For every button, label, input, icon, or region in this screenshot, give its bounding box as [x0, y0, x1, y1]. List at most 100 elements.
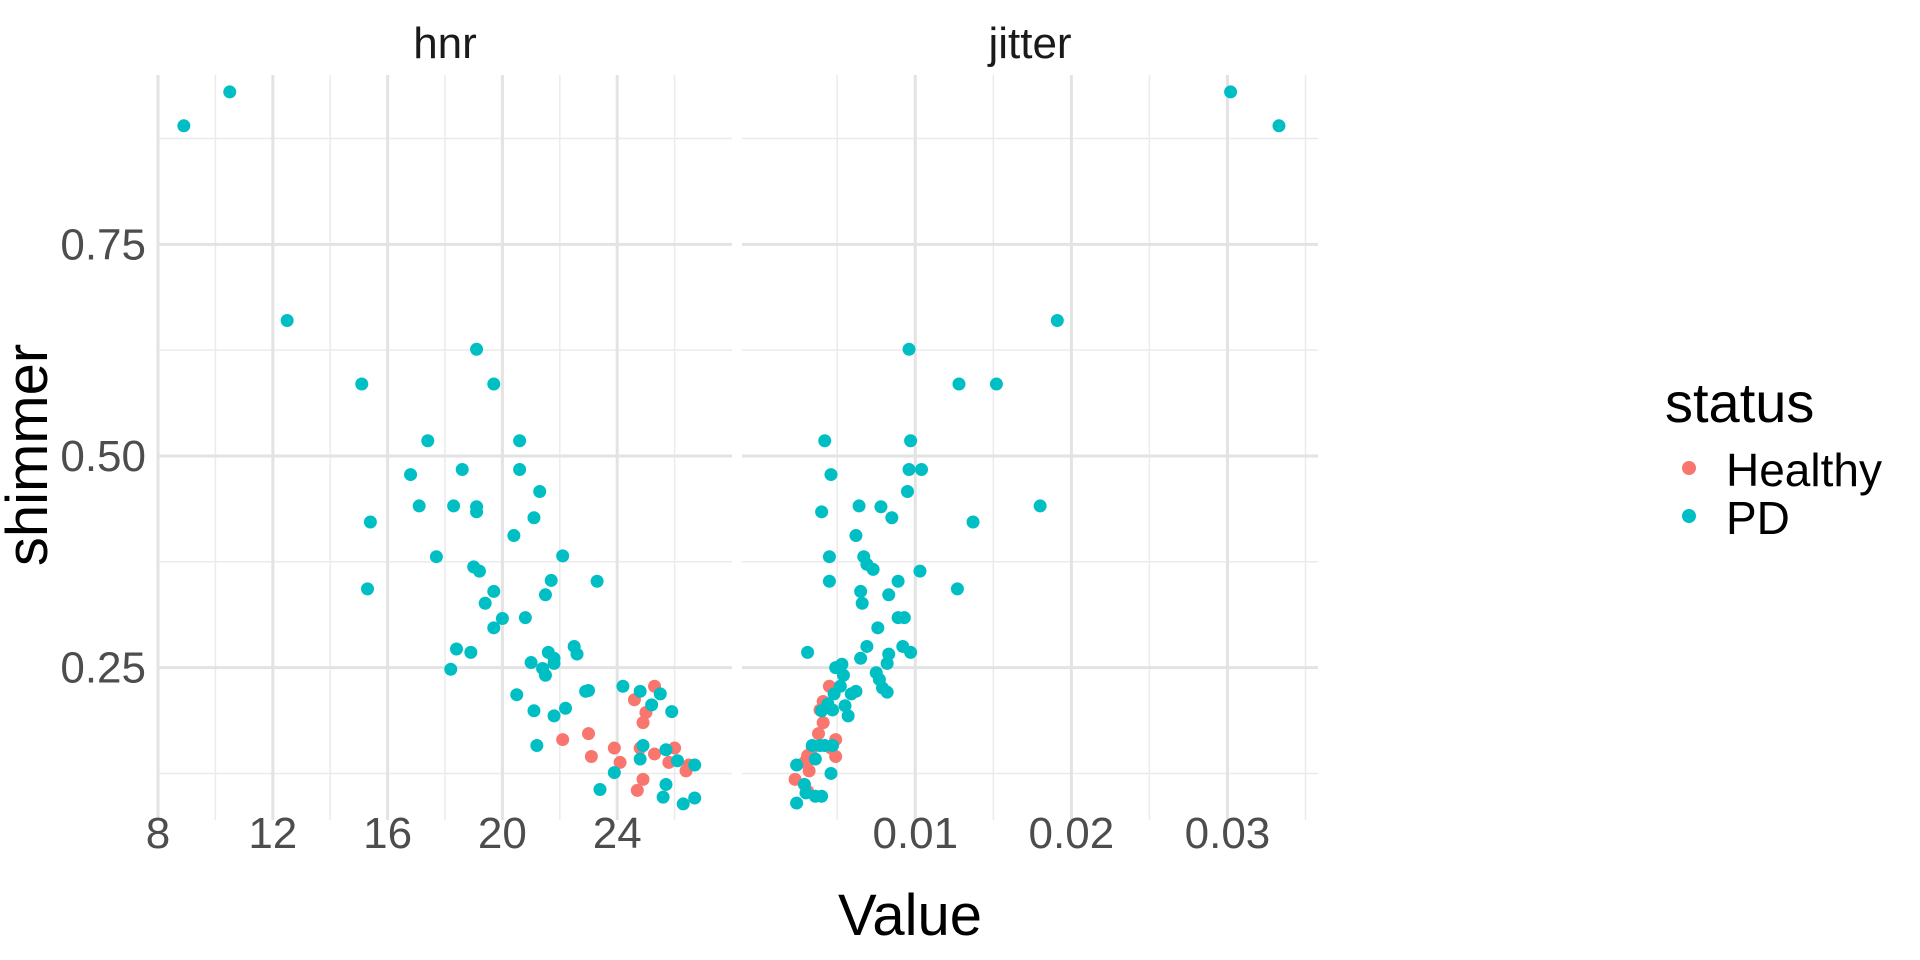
data-point	[470, 342, 484, 356]
x-tick-label: 0.03	[1185, 809, 1271, 858]
data-point	[891, 574, 905, 588]
data-point	[444, 662, 458, 676]
data-point	[855, 596, 869, 610]
data-point	[1033, 499, 1047, 513]
data-point	[636, 772, 650, 786]
data-point	[487, 621, 501, 635]
data-point	[790, 796, 804, 810]
data-point	[852, 499, 866, 513]
data-point	[593, 783, 607, 797]
series-pd	[177, 85, 702, 811]
data-point	[659, 777, 673, 791]
data-point	[805, 739, 819, 752]
data-point	[824, 766, 838, 780]
data-point	[885, 511, 899, 525]
data-point	[915, 463, 929, 477]
data-point	[607, 766, 621, 780]
data-point	[1050, 314, 1064, 328]
data-point	[688, 758, 702, 772]
data-point	[826, 703, 840, 717]
data-point	[582, 683, 595, 697]
facet-panel-hnr: hnr 8 12 16 20 24	[146, 19, 732, 858]
data-point	[902, 342, 916, 356]
data-point	[827, 687, 841, 701]
data-point	[854, 651, 868, 665]
data-point	[841, 709, 855, 723]
data-point	[897, 611, 911, 625]
data-point	[880, 656, 894, 670]
y-tick-label: 0.75	[60, 220, 146, 269]
data-point	[412, 499, 426, 513]
data-point	[838, 699, 852, 713]
data-point	[676, 797, 690, 811]
legend-label-pd: PD	[1726, 492, 1790, 544]
legend-label-healthy: Healthy	[1726, 444, 1882, 496]
data-point	[808, 752, 822, 766]
data-point	[815, 704, 829, 718]
data-point	[630, 783, 644, 797]
data-point	[670, 754, 684, 768]
data-point	[829, 750, 843, 764]
data-point	[815, 505, 829, 519]
data-point	[904, 645, 918, 659]
series-healthy	[556, 679, 696, 797]
data-point	[556, 733, 570, 747]
data-point	[952, 377, 966, 391]
data-point	[1272, 119, 1286, 133]
data-point	[854, 584, 868, 598]
data-point	[223, 85, 237, 99]
legend-key-pd	[1682, 509, 1696, 523]
x-axis-title: Value	[838, 883, 982, 948]
data-point	[1224, 85, 1238, 99]
data-point	[818, 739, 832, 752]
data-point	[616, 679, 630, 693]
data-point	[470, 500, 484, 514]
data-point	[866, 562, 880, 576]
data-point	[533, 485, 547, 499]
data-point	[613, 755, 627, 769]
data-point	[665, 705, 679, 719]
legend-key-healthy	[1682, 461, 1696, 475]
data-point	[882, 588, 896, 602]
x-tick-label: 20	[478, 809, 527, 858]
data-point	[688, 791, 702, 805]
data-point	[464, 645, 478, 659]
x-tick-label: 0.01	[872, 809, 958, 858]
data-point	[844, 687, 858, 701]
data-point	[538, 668, 552, 682]
data-point	[818, 434, 832, 448]
data-point	[822, 550, 836, 564]
x-tick-label: 0.02	[1029, 809, 1115, 858]
data-point	[607, 741, 621, 755]
x-tick-label: 24	[593, 809, 642, 858]
data-point	[904, 434, 918, 448]
data-point	[582, 727, 595, 741]
data-point	[559, 701, 573, 715]
data-point	[880, 685, 894, 699]
data-point	[527, 704, 541, 718]
data-point	[472, 564, 486, 578]
data-point	[547, 709, 561, 723]
data-point	[518, 611, 532, 625]
data-point	[507, 529, 521, 543]
y-axis: 0.25 0.50 0.75	[60, 220, 146, 692]
data-point	[404, 468, 418, 482]
y-axis-title: shimmer	[0, 344, 60, 566]
data-point	[584, 750, 598, 764]
data-point	[659, 743, 673, 757]
data-point	[822, 574, 836, 588]
legend: status Healthy PD	[1665, 371, 1882, 544]
data-point	[648, 747, 662, 761]
data-point	[989, 377, 1003, 391]
data-point	[824, 468, 838, 482]
data-point	[966, 515, 980, 529]
data-point	[177, 119, 191, 133]
data-point	[361, 582, 375, 596]
y-tick-label: 0.50	[60, 432, 146, 481]
data-point	[633, 752, 647, 766]
legend-title: status	[1665, 371, 1814, 434]
data-point	[510, 688, 524, 702]
data-point	[950, 582, 964, 596]
data-point	[656, 790, 670, 804]
data-point	[524, 656, 538, 670]
